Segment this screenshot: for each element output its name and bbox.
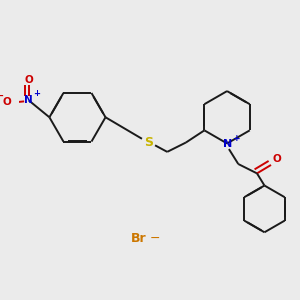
Text: O: O — [3, 97, 12, 107]
Text: +: + — [232, 134, 240, 143]
Text: Br: Br — [131, 232, 147, 245]
Text: −: − — [150, 232, 160, 245]
Text: O: O — [272, 154, 281, 164]
Text: −: − — [0, 91, 4, 101]
Text: N: N — [25, 95, 33, 105]
Text: O: O — [25, 75, 33, 85]
Text: N: N — [224, 140, 232, 149]
Text: S: S — [144, 136, 153, 149]
Text: +: + — [33, 89, 40, 98]
